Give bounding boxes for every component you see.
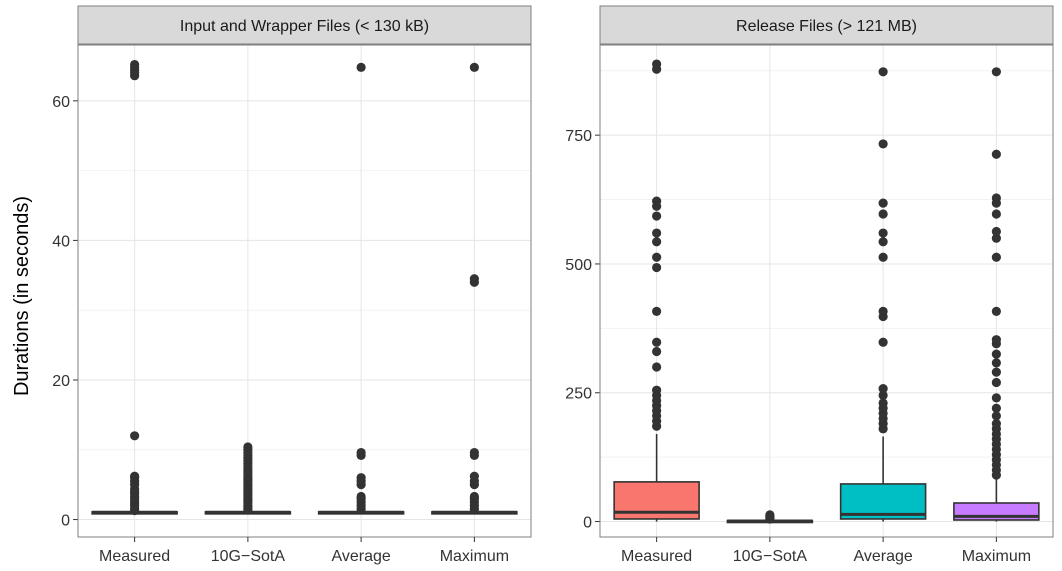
outlier-point xyxy=(652,306,662,316)
outlier-point xyxy=(991,233,1001,243)
y-tick-label: 0 xyxy=(583,515,592,532)
outlier-point xyxy=(991,335,1001,345)
y-tick-label: 500 xyxy=(565,257,592,274)
x-tick-label-10g-sota: 10G−SotA xyxy=(211,548,286,565)
outlier-point xyxy=(878,237,888,247)
outlier-point xyxy=(991,377,1001,388)
outlier-point xyxy=(991,193,1001,203)
box-average xyxy=(839,67,927,522)
outlier-point xyxy=(991,149,1001,159)
y-tick-label: 0 xyxy=(61,513,70,530)
y-tick-label: 250 xyxy=(565,386,592,403)
box-10g-sota xyxy=(726,510,814,524)
outlier-point xyxy=(652,262,662,273)
box-average xyxy=(317,62,405,515)
outlier-point xyxy=(991,411,1001,421)
x-tick-label-maximum: Maximum xyxy=(440,548,509,565)
outlier-point xyxy=(652,59,662,69)
box-measured xyxy=(613,59,700,522)
outlier-point xyxy=(652,252,662,262)
outlier-point xyxy=(652,346,662,357)
box-10g-sota xyxy=(204,442,292,515)
outlier-point xyxy=(243,442,253,452)
facet-strip xyxy=(599,5,1054,45)
outlier-point xyxy=(469,471,479,481)
panel-input-wrapper-files: Input and Wrapper Files (< 130 kB) 0 20 40 6… xyxy=(52,5,532,565)
y-tick-label: 20 xyxy=(52,373,70,390)
panel-release-files: Release Files (> 121 MB) 0 250 500 750 Measur… xyxy=(565,5,1054,565)
outlier-point xyxy=(652,385,662,395)
outlier-point xyxy=(469,447,479,458)
outlier-point xyxy=(878,228,888,238)
outlier-point xyxy=(878,139,888,149)
outlier-point xyxy=(991,349,1001,359)
outlier-point xyxy=(652,362,662,372)
panel-border xyxy=(77,44,532,538)
outlier-point xyxy=(652,228,662,238)
outlier-point xyxy=(991,306,1001,316)
facet-strip xyxy=(77,5,532,45)
box-maximum xyxy=(431,62,518,515)
outlier-point xyxy=(991,393,1001,403)
outlier-point xyxy=(991,367,1001,377)
outlier-point xyxy=(469,274,479,284)
outlier-point xyxy=(469,491,479,502)
outlier-point xyxy=(356,491,366,502)
outlier-point xyxy=(878,384,888,394)
outlier-point xyxy=(130,431,140,441)
facet-title: Input and Wrapper Files (< 130 kB) xyxy=(180,18,429,35)
outlier-point xyxy=(878,390,888,400)
outlier-point xyxy=(130,471,140,481)
outlier-point xyxy=(878,398,888,408)
outlier-point xyxy=(878,337,888,347)
outlier-point xyxy=(130,59,140,70)
outlier-point xyxy=(652,237,662,247)
x-tick-label-measured: Measured xyxy=(99,548,170,565)
outlier-point xyxy=(356,447,366,458)
outlier-point xyxy=(991,67,1001,77)
y-tick-label: 40 xyxy=(52,233,70,250)
outlier-point xyxy=(878,209,888,219)
outlier-point xyxy=(652,337,662,347)
outlier-point xyxy=(878,252,888,262)
panel-border xyxy=(599,44,1054,538)
outlier-point xyxy=(356,473,366,483)
outlier-point xyxy=(991,403,1001,413)
outlier-point xyxy=(356,62,366,72)
outlier-point xyxy=(991,226,1001,237)
x-tick-label-maximum: Maximum xyxy=(962,548,1031,565)
plot-background xyxy=(78,45,531,537)
x-tick-label-measured: Measured xyxy=(621,548,692,565)
outlier-point xyxy=(652,211,662,221)
facet-title: Release Files (> 121 MB) xyxy=(736,18,917,35)
outlier-point xyxy=(991,209,1001,219)
outlier-point xyxy=(765,510,775,520)
outlier-point xyxy=(991,252,1001,262)
y-tick-label: 750 xyxy=(565,128,592,145)
plot-background xyxy=(600,45,1053,537)
outlier-point xyxy=(469,62,479,72)
x-tick-label-average: Average xyxy=(331,548,390,565)
outlier-point xyxy=(991,419,1001,429)
outlier-point xyxy=(652,196,662,206)
y-tick-label: 60 xyxy=(52,94,70,111)
box-maximum xyxy=(953,67,1040,522)
y-axis-label: Durations (in seconds) xyxy=(11,196,33,396)
box-measured xyxy=(91,59,178,516)
outlier-point xyxy=(991,358,1001,368)
outlier-point xyxy=(878,67,888,77)
x-tick-label-average: Average xyxy=(853,548,912,565)
x-tick-label-10g-sota: 10G−SotA xyxy=(733,548,808,565)
outlier-point xyxy=(878,306,888,316)
outlier-point xyxy=(878,198,888,208)
